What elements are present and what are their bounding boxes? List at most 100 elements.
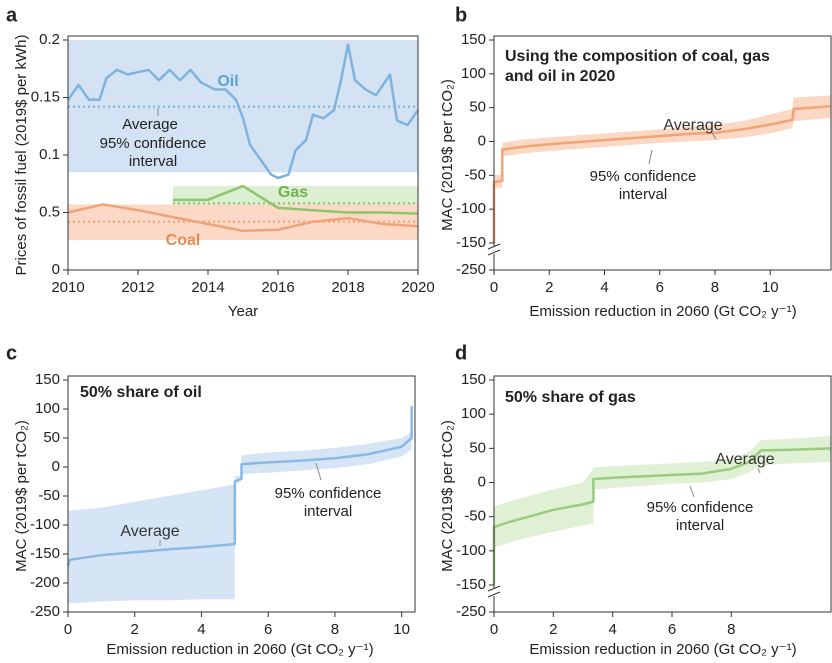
x-tick-label: 2018 bbox=[331, 279, 364, 296]
plot-frame bbox=[67, 35, 419, 271]
x-axis-label: Year bbox=[228, 303, 258, 320]
average-label: Average bbox=[122, 116, 178, 133]
leader-line bbox=[689, 485, 695, 498]
band-label: interval bbox=[619, 186, 667, 203]
plot-frame bbox=[493, 35, 832, 271]
x-tick-label: 8 bbox=[727, 621, 735, 638]
panel-letter: a bbox=[6, 4, 18, 26]
data-line bbox=[67, 203, 419, 233]
y-tick-label: 50 bbox=[469, 99, 486, 116]
leader-line bbox=[757, 467, 761, 474]
y-tick-label: 150 bbox=[461, 371, 486, 388]
data-line bbox=[66, 43, 420, 180]
y-tick-label: 100 bbox=[461, 65, 486, 82]
x-axis-label: Emission reduction in 2060 (Gt CO₂ y⁻¹) bbox=[529, 641, 796, 658]
axis-break bbox=[487, 249, 501, 256]
x-tick-label: 0 bbox=[490, 279, 498, 296]
y-tick-label: 0.2 bbox=[39, 31, 60, 48]
data-line bbox=[492, 105, 832, 243]
x-tick-label: 2 bbox=[131, 621, 139, 638]
y-tick-label: -250 bbox=[456, 603, 486, 620]
y-tick-label: 0 bbox=[52, 261, 60, 278]
x-tick-label: 8 bbox=[331, 621, 339, 638]
x-tick-label: 4 bbox=[197, 621, 205, 638]
plot-frame bbox=[67, 375, 416, 613]
series-label: Average bbox=[715, 451, 774, 468]
band-label: 95% confidence bbox=[100, 135, 207, 152]
y-tick-label: 100 bbox=[461, 405, 486, 422]
axis-break-gap bbox=[488, 588, 500, 596]
y-tick-label: -150 bbox=[30, 545, 60, 562]
confidence-band bbox=[68, 432, 412, 604]
band-label: 95% confidence bbox=[275, 485, 382, 502]
y-tick-label: -150 bbox=[456, 234, 486, 251]
x-tick-label: 4 bbox=[608, 621, 616, 638]
y-axis-label: MAC (2019$ per tCO₂) bbox=[439, 420, 456, 572]
axis-break bbox=[487, 591, 501, 598]
leader-line bbox=[711, 132, 717, 140]
x-tick-label: 2012 bbox=[121, 279, 154, 296]
x-tick-label: 10 bbox=[393, 621, 410, 638]
y-tick-label: 0 bbox=[52, 458, 60, 475]
panel-letter: c bbox=[6, 342, 17, 364]
band-label: interval bbox=[129, 153, 177, 170]
plot-frame bbox=[493, 375, 832, 613]
y-tick-label: 0.15 bbox=[31, 88, 60, 105]
confidence-band bbox=[494, 436, 831, 585]
band-label: 95% confidence bbox=[647, 499, 754, 516]
y-tick-label: -250 bbox=[30, 603, 60, 620]
y-tick-label: 150 bbox=[35, 371, 60, 388]
y-tick-label: 50 bbox=[469, 439, 486, 456]
panel-letter: d bbox=[455, 342, 467, 364]
x-tick-label: 2016 bbox=[261, 279, 294, 296]
x-tick-label: 4 bbox=[600, 279, 608, 296]
x-tick-label: 2 bbox=[549, 621, 557, 638]
y-tick-label: 0.1 bbox=[39, 146, 60, 163]
y-tick-label: -50 bbox=[464, 508, 486, 525]
axis-break bbox=[487, 585, 501, 592]
y-tick-label: -200 bbox=[30, 574, 60, 591]
y-tick-label: -50 bbox=[38, 487, 60, 504]
series-label: Average bbox=[120, 523, 179, 540]
y-tick-label: -50 bbox=[464, 166, 486, 183]
band-label: interval bbox=[304, 503, 352, 520]
y-tick-label: 0 bbox=[478, 132, 486, 149]
y-tick-label: 150 bbox=[461, 31, 486, 48]
series-label: Oil bbox=[217, 73, 238, 90]
panel-title: Using the composition of coal, gas bbox=[505, 48, 770, 65]
y-tick-label: -250 bbox=[456, 261, 486, 278]
x-tick-label: 8 bbox=[711, 279, 719, 296]
x-tick-label: 2 bbox=[545, 279, 553, 296]
data-line bbox=[173, 184, 419, 215]
panel-title: 50% share of gas bbox=[505, 389, 636, 406]
y-axis-label: Prices of fossil fuel (2019$ per kWh) bbox=[13, 35, 30, 276]
leader-line bbox=[315, 462, 322, 481]
x-tick-label: 2010 bbox=[51, 279, 84, 296]
data-line bbox=[492, 447, 832, 585]
x-tick-label: 6 bbox=[668, 621, 676, 638]
y-tick-label: -100 bbox=[30, 516, 60, 533]
x-axis-label: Emission reduction in 2060 (Gt CO₂ y⁻¹) bbox=[529, 303, 796, 320]
y-axis-label: MAC (2019$ per tCO₂) bbox=[13, 420, 30, 572]
y-tick-label: 50 bbox=[43, 429, 60, 446]
leader-line bbox=[648, 149, 653, 165]
confidence-band bbox=[494, 95, 831, 243]
x-tick-label: 6 bbox=[264, 621, 272, 638]
y-tick-label: 0.5 bbox=[39, 203, 60, 220]
series-label: Coal bbox=[166, 232, 201, 249]
panel-letter: b bbox=[455, 4, 467, 26]
axis-break bbox=[487, 243, 501, 250]
x-tick-label: 2020 bbox=[401, 279, 434, 296]
panel-title: and oil in 2020 bbox=[505, 68, 615, 85]
x-tick-label: 6 bbox=[656, 279, 664, 296]
y-tick-label: -100 bbox=[456, 542, 486, 559]
x-axis-label: Emission reduction in 2060 (Gt CO₂ y⁻¹) bbox=[106, 641, 373, 658]
series-label: Average bbox=[663, 117, 722, 134]
y-tick-label: -150 bbox=[456, 576, 486, 593]
x-tick-label: 2014 bbox=[191, 279, 224, 296]
panel-title: 50% share of oil bbox=[80, 384, 202, 401]
band-label: interval bbox=[676, 517, 724, 534]
band-label: 95% confidence bbox=[590, 168, 697, 185]
data-line bbox=[66, 406, 413, 566]
